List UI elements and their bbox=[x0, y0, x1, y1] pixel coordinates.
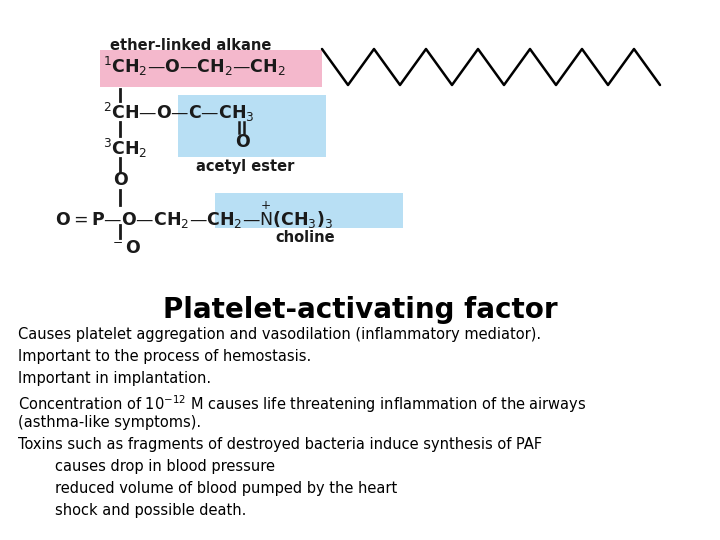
Text: ether-linked alkane: ether-linked alkane bbox=[110, 38, 271, 53]
Bar bbox=[215, 193, 403, 228]
Text: $^3$CH$_2$: $^3$CH$_2$ bbox=[103, 137, 148, 159]
Text: Important in implantation.: Important in implantation. bbox=[18, 371, 211, 386]
Text: O: O bbox=[112, 171, 127, 189]
Text: $^2$CH—O—C—CH$_3$: $^2$CH—O—C—CH$_3$ bbox=[103, 100, 255, 124]
Text: $^1$CH$_2$—O—CH$_2$—CH$_2$: $^1$CH$_2$—O—CH$_2$—CH$_2$ bbox=[103, 55, 286, 78]
Text: O$=$P—O—CH$_2$—CH$_2$—$\overset{+}{\mathrm{N}}$(CH$_3$)$_3$: O$=$P—O—CH$_2$—CH$_2$—$\overset{+}{\math… bbox=[55, 199, 333, 231]
Text: Platelet-activating factor: Platelet-activating factor bbox=[163, 296, 557, 324]
Text: Causes platelet aggregation and vasodilation (inflammatory mediator).: Causes platelet aggregation and vasodila… bbox=[18, 327, 541, 342]
Text: choline: choline bbox=[275, 230, 335, 245]
Text: Important to the process of hemostasis.: Important to the process of hemostasis. bbox=[18, 349, 311, 364]
Bar bbox=[100, 50, 322, 87]
Text: Concentration of 10$^{-12}$ M causes life threatening inflammation of the airway: Concentration of 10$^{-12}$ M causes lif… bbox=[18, 393, 587, 415]
Bar bbox=[178, 95, 326, 157]
Text: O: O bbox=[235, 133, 249, 151]
Text: (asthma-like symptoms).: (asthma-like symptoms). bbox=[18, 415, 201, 430]
Text: causes drop in blood pressure: causes drop in blood pressure bbox=[18, 459, 275, 474]
Text: Toxins such as fragments of destroyed bacteria induce synthesis of PAF: Toxins such as fragments of destroyed ba… bbox=[18, 437, 542, 452]
Text: shock and possible death.: shock and possible death. bbox=[18, 503, 246, 518]
Text: acetyl ester: acetyl ester bbox=[196, 159, 294, 174]
Text: $^-$O: $^-$O bbox=[110, 239, 141, 257]
Text: reduced volume of blood pumped by the heart: reduced volume of blood pumped by the he… bbox=[18, 481, 397, 496]
